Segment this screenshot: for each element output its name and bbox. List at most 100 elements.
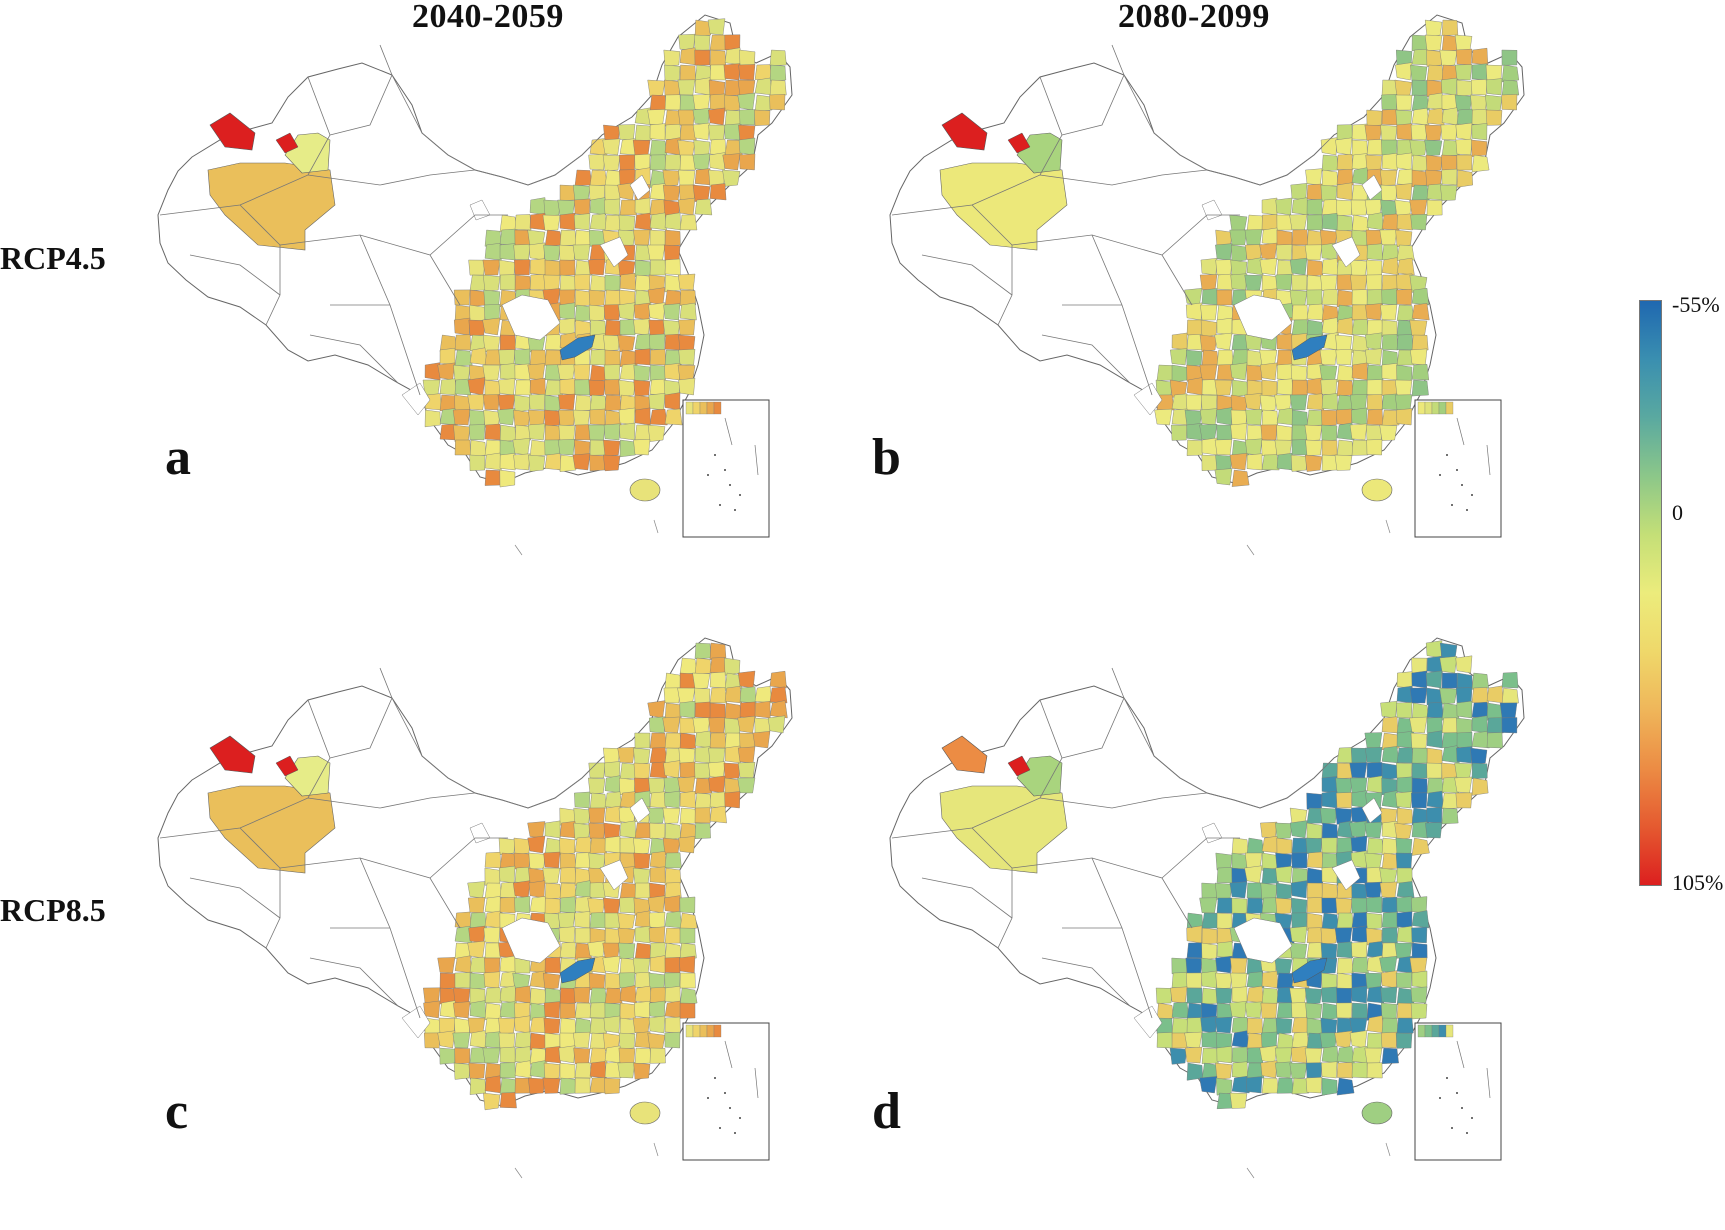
prefecture-region [632,957,651,974]
prefecture-region [469,972,486,990]
prefecture-region [634,882,651,899]
prefecture-region [604,987,623,1004]
inset-island-dot [1446,1077,1448,1079]
nine-dash-segment [514,544,523,556]
prefecture-region [708,107,726,126]
prefecture-region [1306,274,1323,292]
prefecture-region [1229,214,1248,233]
prefecture-region [1290,880,1308,899]
prefecture-region [528,1077,546,1095]
prefecture-region [1244,865,1263,884]
hainan-island [629,478,661,502]
prefecture-region [664,852,682,869]
prefecture-region [513,244,531,261]
xinjiang-region [939,785,1068,874]
prefecture-region [1440,77,1458,96]
inset-region [1417,401,1426,415]
prefecture-region [1171,972,1189,989]
prefecture-region [1380,986,1398,1004]
prefecture-region [724,717,741,735]
hotspot-region [941,735,988,774]
prefecture-region [1201,1047,1219,1064]
prefecture-region [1231,897,1248,915]
prefecture-region [662,837,681,855]
prefecture-region [603,897,621,915]
prefecture-region [739,686,757,704]
prefecture-region [1364,732,1383,749]
prefecture-region [514,394,531,413]
prefecture-region [1306,303,1325,321]
prefecture-region [469,439,487,458]
prefecture-region [589,1061,607,1079]
nine-dash-segment [724,417,733,446]
prefecture-region [1186,349,1203,367]
prefecture-region [559,852,576,870]
prefecture-region [1351,985,1368,1004]
prefecture-region [439,1047,456,1065]
nine-dash-segment [514,1167,523,1179]
prefecture-region [679,732,696,751]
prefecture-region [1455,655,1473,674]
prefecture-region [529,987,547,1006]
prefecture-region [1186,423,1203,441]
prefecture-region [1321,1077,1338,1096]
prefecture-region [1366,762,1383,779]
prefecture-region [1261,867,1279,885]
prefecture-region [1291,274,1308,291]
prefecture-region [1336,214,1353,232]
prefecture-region [528,454,546,472]
prefecture-region [499,228,518,246]
prefecture-region [439,378,457,396]
xinjiang-north-region [1016,132,1063,174]
prefecture-region [663,777,681,794]
prefecture-region [1201,349,1219,367]
prefecture-region [1365,747,1383,764]
prefecture-region [1485,64,1503,81]
prefecture-region [619,319,636,336]
prefecture-region [1349,820,1368,839]
prefecture-region [1321,822,1338,840]
prefecture-region [694,657,713,675]
prefecture-region [558,317,576,336]
prefecture-region [662,184,681,202]
inset-coast-cells [1417,401,1454,415]
china-map-a [157,14,793,556]
prefecture-region [678,377,696,396]
prefecture-region [1351,941,1368,959]
region-cells [1154,19,1520,487]
prefecture-region [1215,1016,1233,1034]
prefecture-region [1396,168,1415,186]
prefecture-region [677,197,696,216]
inset-island-dot [1466,509,1468,511]
prefecture-region [1200,257,1218,276]
prefecture-region [1215,987,1233,1004]
prefecture-region [1171,332,1188,351]
nine-dash-segment [1456,1040,1465,1069]
prefecture-region [677,776,696,794]
prefecture-region [573,807,591,826]
prefecture-region [647,79,666,97]
prefecture-region [709,642,727,660]
prefecture-region [649,212,667,231]
prefecture-region [708,747,726,764]
prefecture-region [1381,896,1398,914]
prefecture-region [559,212,576,231]
prefecture-region [1439,656,1458,674]
inset-region [1438,1024,1447,1038]
prefecture-region [1455,64,1473,81]
map-panel-b [862,5,1582,595]
prefecture-region [1260,1060,1278,1079]
province-boundary [1061,74,1125,136]
prefecture-region [649,791,667,809]
prefecture-region [499,1092,517,1109]
prefecture-region [1321,439,1338,456]
prefecture-region [1275,273,1293,291]
prefecture-region [1411,657,1428,674]
prefecture-region [1214,379,1233,396]
prefecture-region [1336,317,1354,336]
prefecture-region [514,1002,531,1019]
prefecture-region [1320,1017,1338,1036]
prefecture-region [1366,109,1383,127]
prefecture-region [498,378,516,396]
prefecture-region [1351,897,1368,914]
